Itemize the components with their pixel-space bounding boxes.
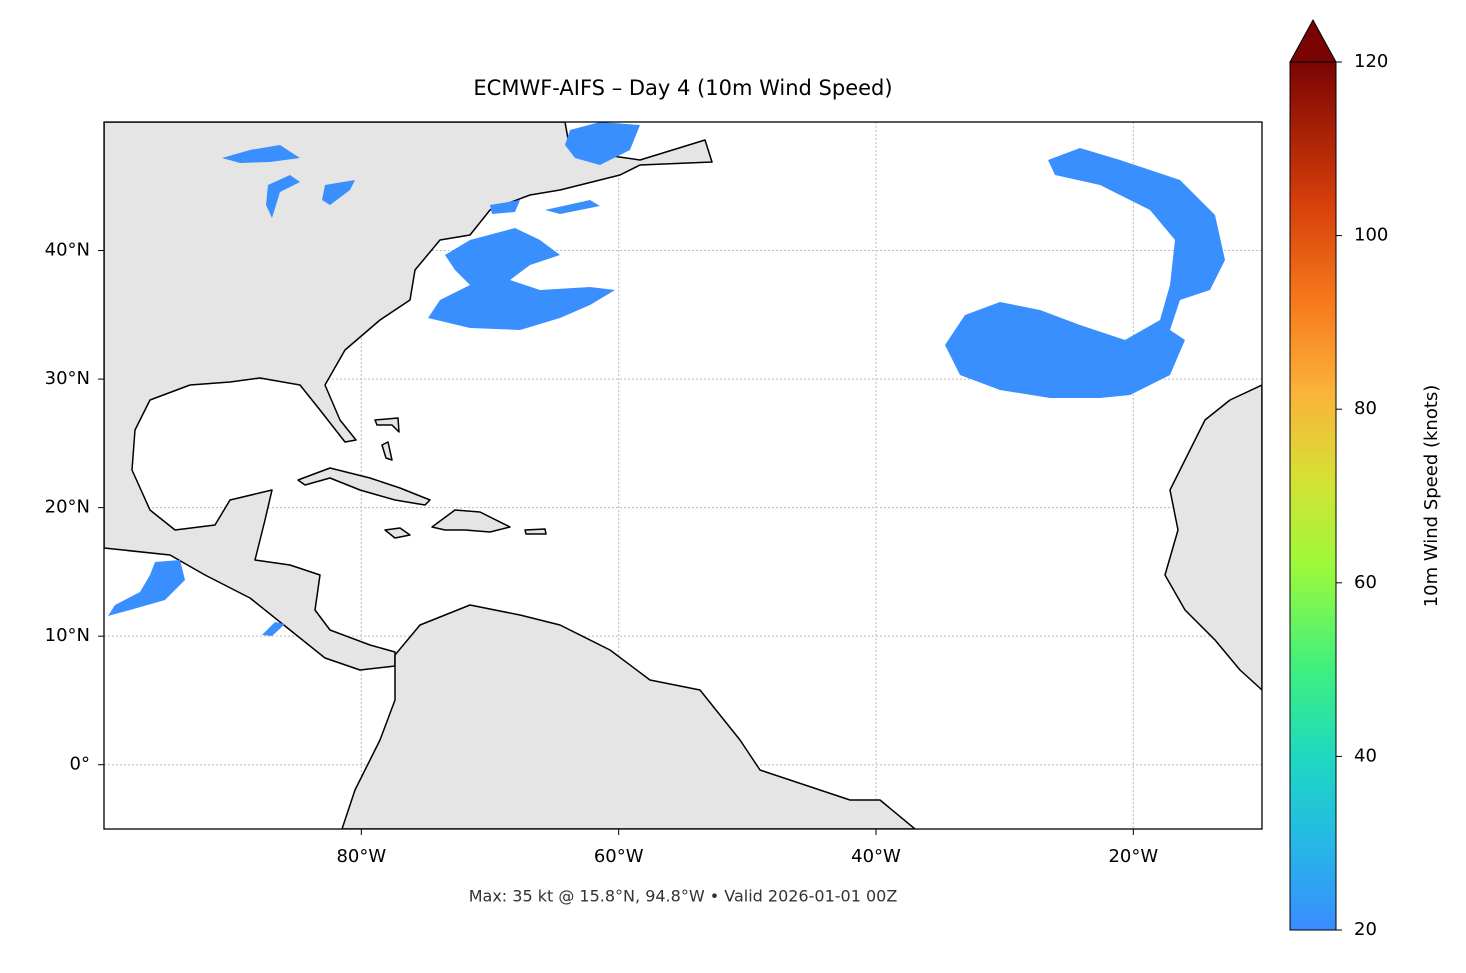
cuba	[297, 467, 431, 506]
x-tick-label: 20°W	[1108, 846, 1158, 867]
wind-area	[262, 622, 285, 636]
jamaica	[384, 527, 411, 539]
map	[104, 122, 1262, 829]
wind-area	[945, 148, 1225, 398]
colorbar-tick-label: 40	[1354, 745, 1377, 766]
wind-area	[428, 228, 615, 330]
y-tick-label: 10°N	[45, 625, 90, 646]
wind-area	[108, 560, 185, 616]
africa	[1164, 384, 1262, 691]
y-tick-label: 0°	[70, 754, 90, 775]
y-tick-label: 20°N	[45, 497, 90, 518]
colorbar-tick-label: 20	[1354, 919, 1377, 940]
colorbar	[1289, 61, 1337, 931]
x-tick-label: 60°W	[594, 846, 644, 867]
axis-ticks: 80°W 60°W 40°W 20°W 0° 10°N 20°N 30°N 40°N	[45, 240, 1159, 867]
map-frame	[103, 121, 1263, 830]
bahamas	[374, 417, 400, 461]
colorbar-tick-label: 60	[1354, 572, 1377, 593]
colorbar-label: 10m Wind Speed (knots)	[1421, 385, 1442, 608]
y-tick-label: 40°N	[45, 240, 90, 261]
colorbar-tick-label: 80	[1354, 398, 1377, 419]
x-tick-label: 40°W	[851, 846, 901, 867]
x-tick-label: 80°W	[336, 846, 386, 867]
y-tick-label: 30°N	[45, 368, 90, 389]
title: ECMWF-AIFS – Day 4 (10m Wind Speed)	[473, 76, 892, 100]
colorbar-extend	[1289, 18, 1337, 63]
wind-area	[490, 122, 640, 214]
colorbar-tick-label: 120	[1354, 51, 1388, 72]
wind-area	[222, 145, 355, 218]
hispaniola	[431, 509, 511, 533]
colorbar-tick-label: 100	[1354, 225, 1388, 246]
south-america	[341, 604, 916, 829]
puerto-rico	[524, 528, 547, 535]
footer: Max: 35 kt @ 15.8°N, 94.8°W • Valid 2026…	[469, 887, 898, 906]
